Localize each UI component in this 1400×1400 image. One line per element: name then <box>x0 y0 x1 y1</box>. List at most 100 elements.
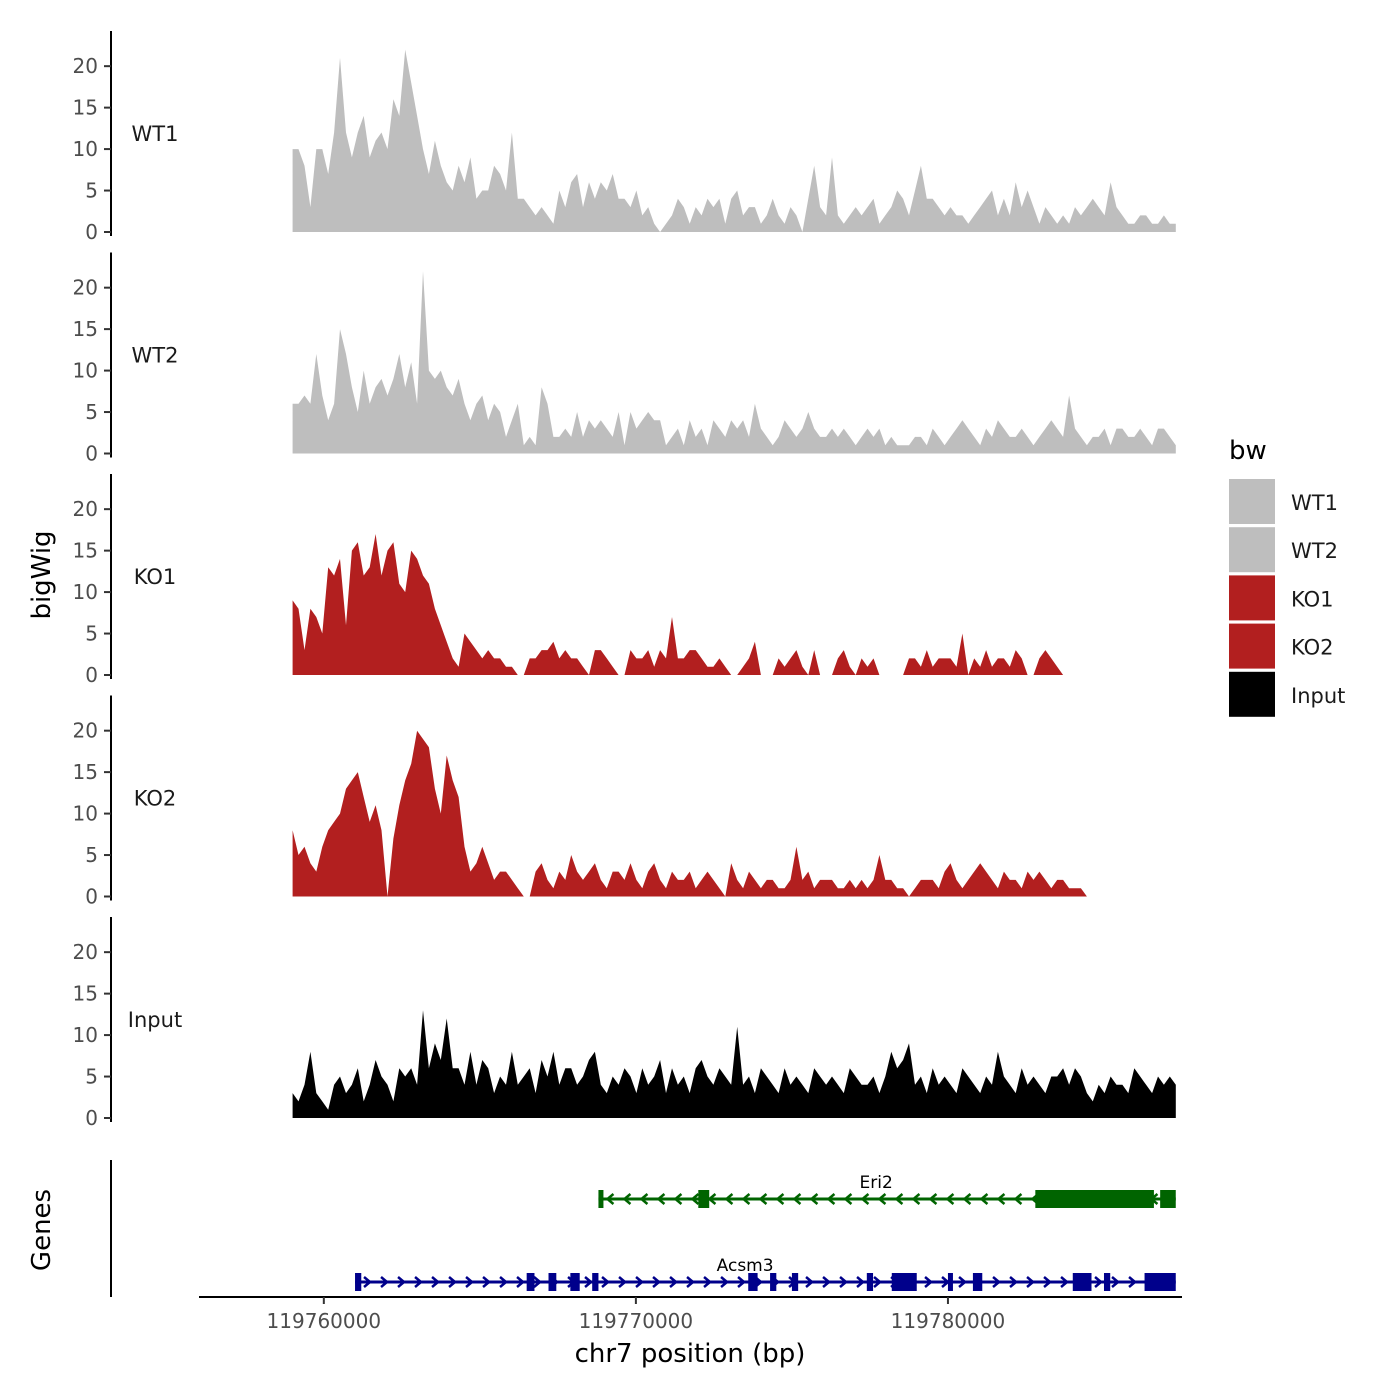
strand-chevron <box>979 1193 989 1205</box>
strand-chevron <box>860 1193 870 1205</box>
y-tick-label: 5 <box>85 843 98 867</box>
x-axis-title: chr7 position (bp) <box>575 1339 806 1369</box>
legend-label: Input <box>1291 684 1345 708</box>
strand-chevron <box>1094 1276 1103 1288</box>
gene-label: Acsm3 <box>717 1256 774 1276</box>
y-tick-label: 10 <box>73 580 98 604</box>
strand-chevron <box>533 1276 542 1288</box>
strand-chevron <box>962 1193 972 1205</box>
legend-swatch <box>1229 623 1275 669</box>
gene-models: Eri2 Acsm3 <box>355 1173 1176 1291</box>
legend-item-ko1: KO1 <box>1229 575 1334 621</box>
strand-chevron <box>601 1276 610 1288</box>
strand-chevron <box>1043 1276 1052 1288</box>
gene-panel-label: Genes <box>27 1189 57 1271</box>
legend-items: WT1 WT2 KO1 KO2 Input <box>1229 479 1345 717</box>
strand-chevron <box>656 1193 666 1205</box>
strand-chevron <box>363 1276 372 1288</box>
strand-chevron <box>669 1276 678 1288</box>
y-tick-label: 10 <box>73 802 98 826</box>
strand-chevron <box>380 1276 389 1288</box>
strand-chevron <box>873 1276 882 1288</box>
strand-chevron <box>805 1276 814 1288</box>
strand-chevron <box>737 1276 746 1288</box>
strand-chevron <box>843 1193 853 1205</box>
strand-chevron <box>584 1276 593 1288</box>
strand-chevron <box>792 1193 802 1205</box>
x-axis: 119760000 119770000 119780000 chr7 positio… <box>199 1296 1182 1369</box>
y-tick-label: 15 <box>73 760 98 784</box>
legend-swatch <box>1229 575 1275 621</box>
y-tick-label: 5 <box>85 622 98 646</box>
strand-chevron <box>809 1193 819 1205</box>
strand-chevron <box>928 1193 938 1205</box>
strand-chevron <box>414 1276 423 1288</box>
strand-chevron <box>1060 1276 1069 1288</box>
strand-chevron <box>1009 1276 1018 1288</box>
gene-exon <box>598 1190 604 1208</box>
strand-chevron <box>397 1276 406 1288</box>
legend-label: KO1 <box>1291 587 1334 611</box>
strand-chevron <box>605 1193 615 1205</box>
strand-chevron <box>775 1193 785 1205</box>
gene-exon <box>972 1273 983 1291</box>
track-ko1: 0 5 10 15 20 KO1 <box>73 474 1176 687</box>
legend-item-wt2: WT2 <box>1229 527 1338 573</box>
gene-panel: Genes Eri2 Acsm3 <box>27 1160 1176 1297</box>
strand-chevron <box>958 1276 967 1288</box>
gene-exon <box>770 1273 777 1291</box>
strand-chevron <box>516 1276 525 1288</box>
strand-chevron <box>758 1193 768 1205</box>
legend-item-input: Input <box>1229 671 1345 717</box>
strand-chevron <box>1128 1276 1137 1288</box>
y-tick-label: 5 <box>85 1065 98 1089</box>
gene-exon <box>947 1273 953 1291</box>
strand-chevron <box>622 1193 632 1205</box>
y-tick-label: 20 <box>73 54 98 78</box>
gene-exon <box>548 1273 557 1291</box>
strand-chevron <box>724 1193 734 1205</box>
strand-chevron <box>992 1276 1001 1288</box>
strand-chevron <box>686 1276 695 1288</box>
y-tick-label: 5 <box>85 179 98 203</box>
y-tick-label: 15 <box>73 539 98 563</box>
strand-chevron <box>639 1193 649 1205</box>
strand-chevron <box>839 1276 848 1288</box>
strand-chevron <box>945 1193 955 1205</box>
legend-label: WT1 <box>1291 491 1338 515</box>
gene-exon <box>866 1273 874 1291</box>
strand-chevron <box>1026 1276 1035 1288</box>
signal-tracks: 0 5 10 15 20 WT1 0 5 10 15 20 WT2 0 5 10 15 20 KO1 0 5 10 15 2… <box>73 31 1176 1130</box>
strand-chevron <box>1013 1193 1023 1205</box>
y-tick-label: 10 <box>73 1023 98 1047</box>
y-tick-label: 15 <box>73 317 98 341</box>
strand-chevron <box>482 1276 491 1288</box>
series-area-input <box>292 1010 1176 1118</box>
series-area-ko2 <box>292 730 1176 897</box>
track-label: Input <box>128 1008 182 1032</box>
legend-swatch <box>1229 479 1275 524</box>
strand-chevron <box>673 1193 683 1205</box>
x-ticks: 119760000 119770000 119780000 <box>267 1297 1005 1333</box>
gene-exon <box>592 1273 599 1291</box>
gene-exon <box>1144 1273 1176 1291</box>
legend-label: WT2 <box>1291 539 1338 563</box>
strand-chevron <box>1111 1276 1120 1288</box>
legend-title: bw <box>1229 436 1267 466</box>
track-label: KO1 <box>134 565 177 589</box>
track-input: 0 5 10 15 20 Input <box>73 917 1176 1130</box>
y-tick-label: 20 <box>73 276 98 300</box>
strand-chevron <box>499 1276 508 1288</box>
x-tick-label: 119760000 <box>267 1309 382 1333</box>
strand-chevron <box>924 1276 933 1288</box>
strand-chevron <box>465 1276 474 1288</box>
y-tick-label: 10 <box>73 359 98 383</box>
gene-exon <box>1160 1190 1176 1208</box>
strand-chevron <box>996 1193 1006 1205</box>
gene-exon <box>1072 1273 1092 1291</box>
strand-chevron <box>448 1276 457 1288</box>
track-wt2: 0 5 10 15 20 WT2 <box>73 252 1176 466</box>
legend-label: KO2 <box>1291 636 1334 660</box>
strand-chevron <box>911 1193 921 1205</box>
